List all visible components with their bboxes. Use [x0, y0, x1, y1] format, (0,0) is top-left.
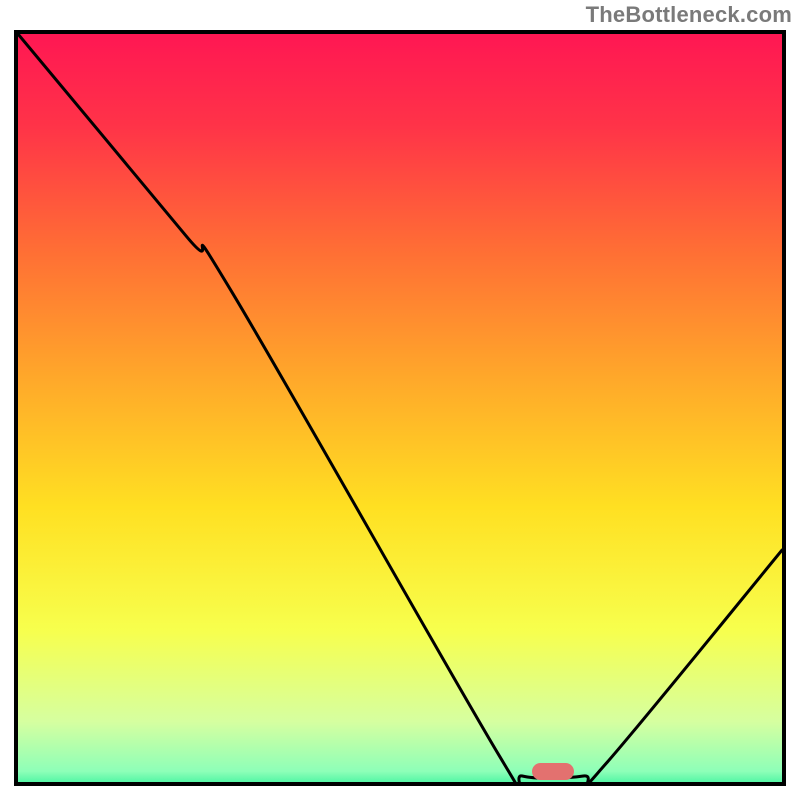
chart-curve: [18, 34, 782, 782]
highlight-marker: [532, 763, 574, 779]
plot-frame: [14, 30, 786, 786]
chart-container: TheBottleneck.com: [0, 0, 800, 800]
watermark-text: TheBottleneck.com: [586, 2, 792, 28]
